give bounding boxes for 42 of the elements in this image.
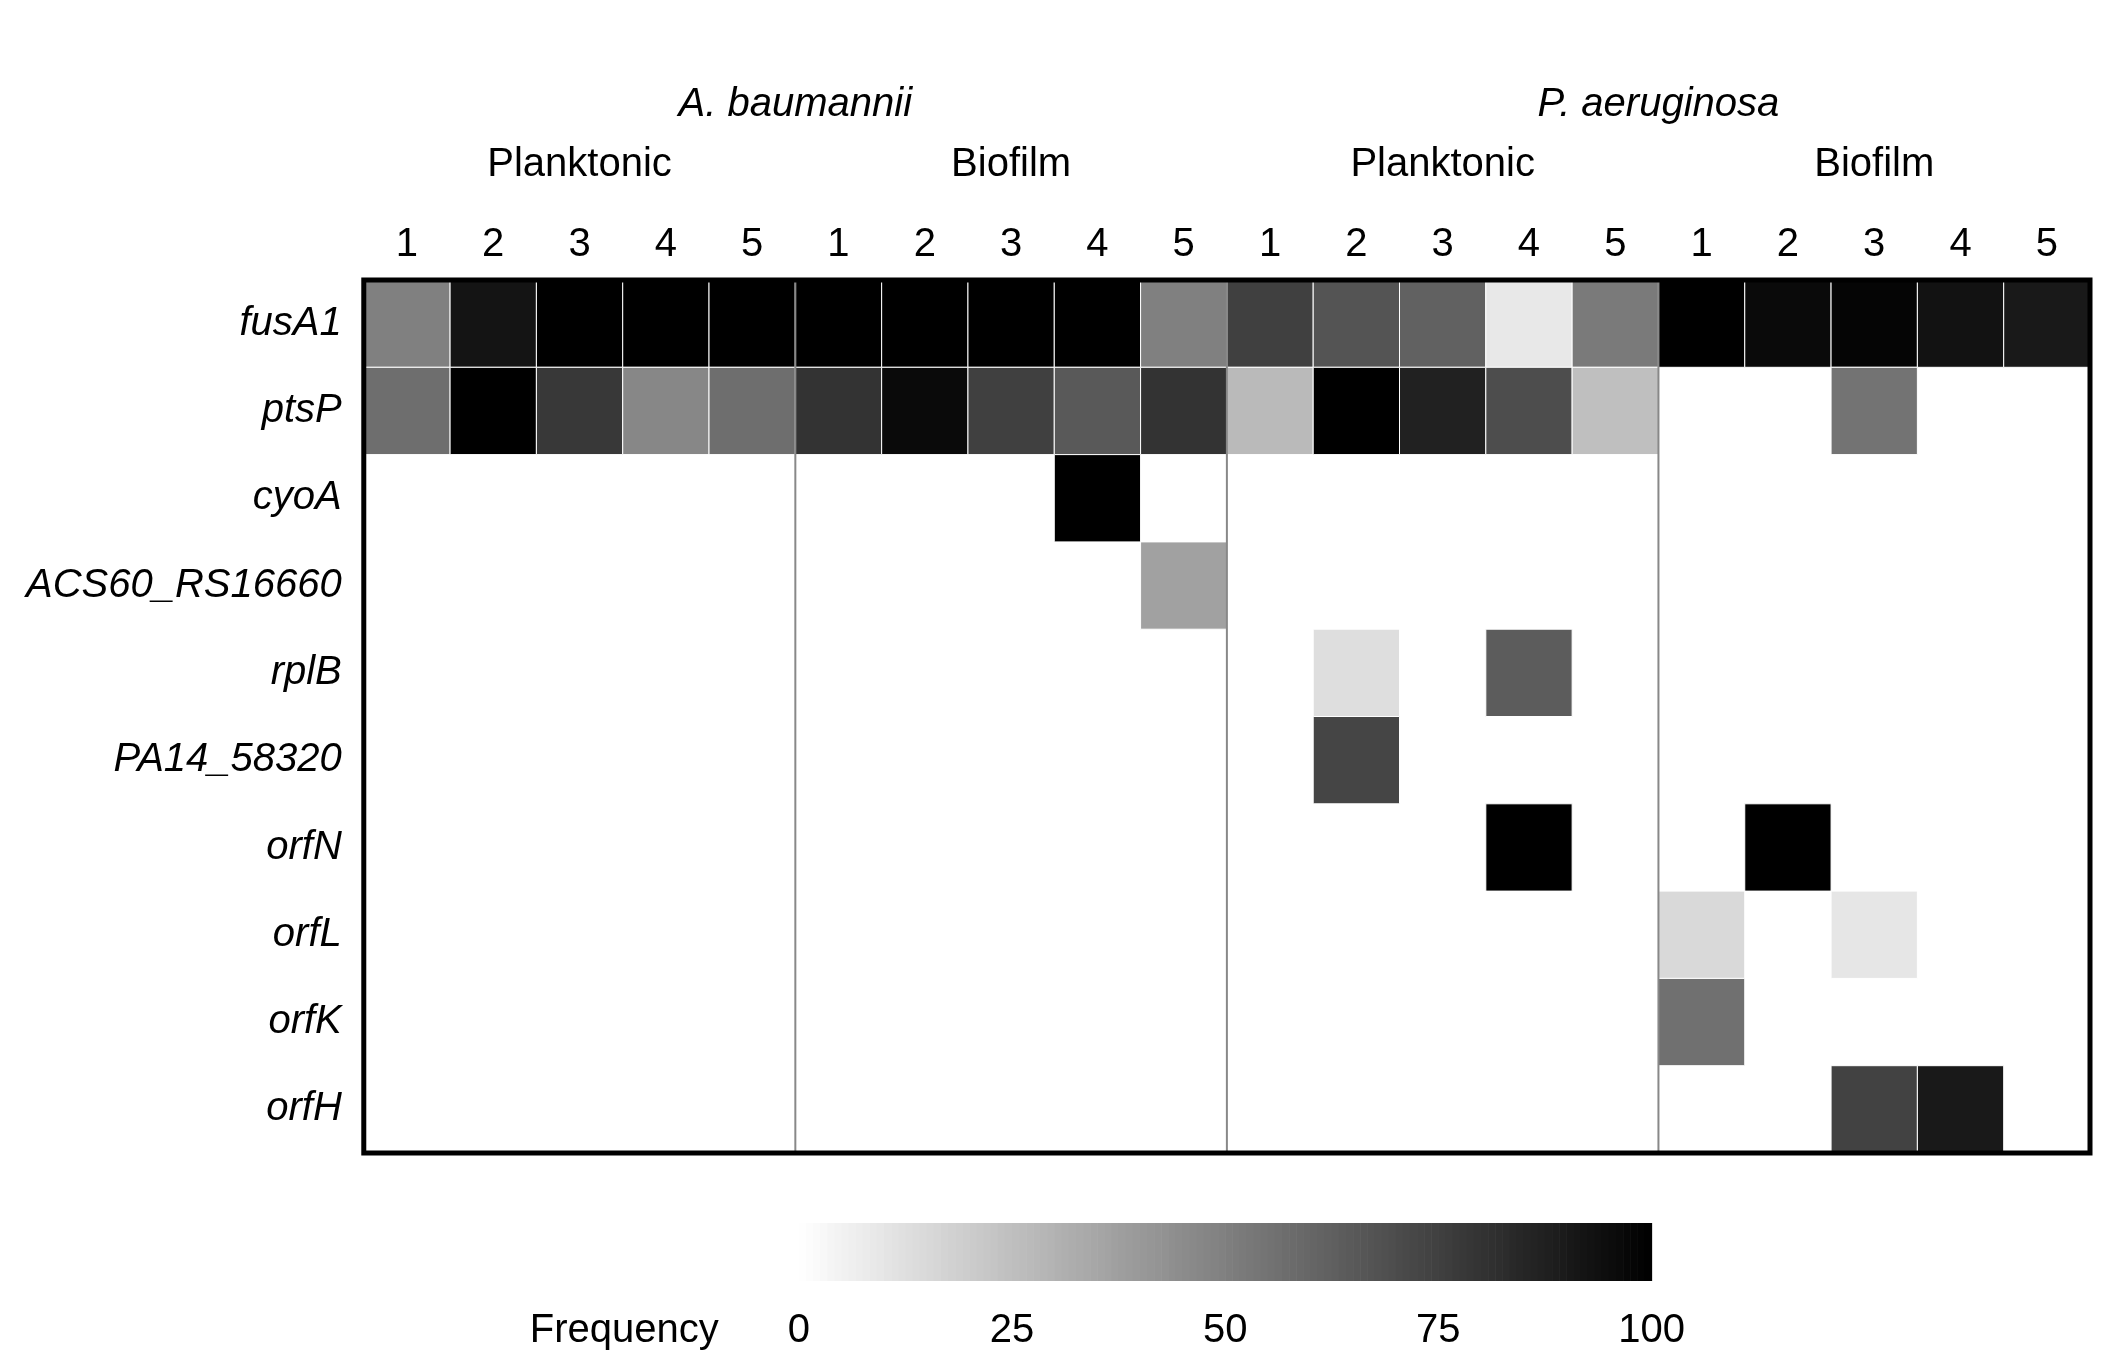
- x-tick-label: 5: [1172, 220, 1195, 265]
- color-bar-label: 25: [989, 1306, 1035, 1351]
- text: Planktonic: [1350, 140, 1535, 185]
- y-tick-label: orfK: [268, 997, 345, 1042]
- color-bar-label: 100: [1618, 1306, 1685, 1351]
- y-tick-label: orfN: [266, 822, 342, 867]
- y-tick-label: ACS60_RS16660: [24, 560, 342, 605]
- y-tick-label: orfH: [266, 1084, 342, 1129]
- color-bar-label: 50: [1202, 1306, 1248, 1351]
- x-tick-label: 4: [1086, 220, 1109, 265]
- x-tick-label: 4: [1949, 220, 1972, 265]
- x-tick-label: 1: [1690, 220, 1713, 265]
- x-tick-label: 4: [1517, 220, 1541, 265]
- y-tick-label: cyoA: [252, 473, 342, 518]
- x-tick-label: 3: [568, 220, 591, 265]
- x-tick-label: 3: [999, 220, 1023, 265]
- y-tick-label: fusA1: [239, 298, 342, 343]
- x-tick-label: 2: [1776, 220, 1800, 265]
- x-tick-label: 1: [1258, 220, 1282, 265]
- x-tick-label: 4: [654, 220, 677, 265]
- x-tick-label: 2: [913, 220, 936, 265]
- x-tick-label: 2: [1345, 220, 1368, 265]
- y-tick-label: rplB: [270, 647, 342, 692]
- x-tick-label: 5: [2035, 220, 2058, 265]
- x-tick-label: 2: [482, 220, 505, 265]
- x-tick-label: 5: [741, 220, 764, 265]
- text: A. baumannii: [676, 80, 914, 125]
- y-tick-label: orfL: [272, 909, 342, 954]
- text: Planktonic: [487, 140, 672, 185]
- text: Biofilm: [1814, 140, 1935, 185]
- x-tick-label: 1: [395, 220, 419, 265]
- y-tick-label: ptsP: [260, 386, 343, 431]
- text: P. aeruginosa: [1537, 80, 1780, 125]
- x-tick-label: 5: [1604, 220, 1627, 265]
- color-bar-label: 0: [787, 1306, 810, 1351]
- color-bar-label: 75: [1416, 1306, 1461, 1351]
- x-tick-label: 3: [1431, 220, 1454, 265]
- text: Biofilm: [951, 140, 1072, 185]
- x-tick-label: 1: [827, 220, 850, 265]
- color-bar-title: Frequency: [529, 1306, 719, 1351]
- x-tick-label: 3: [1863, 220, 1886, 265]
- y-tick-label: PA14_58320: [113, 735, 342, 780]
